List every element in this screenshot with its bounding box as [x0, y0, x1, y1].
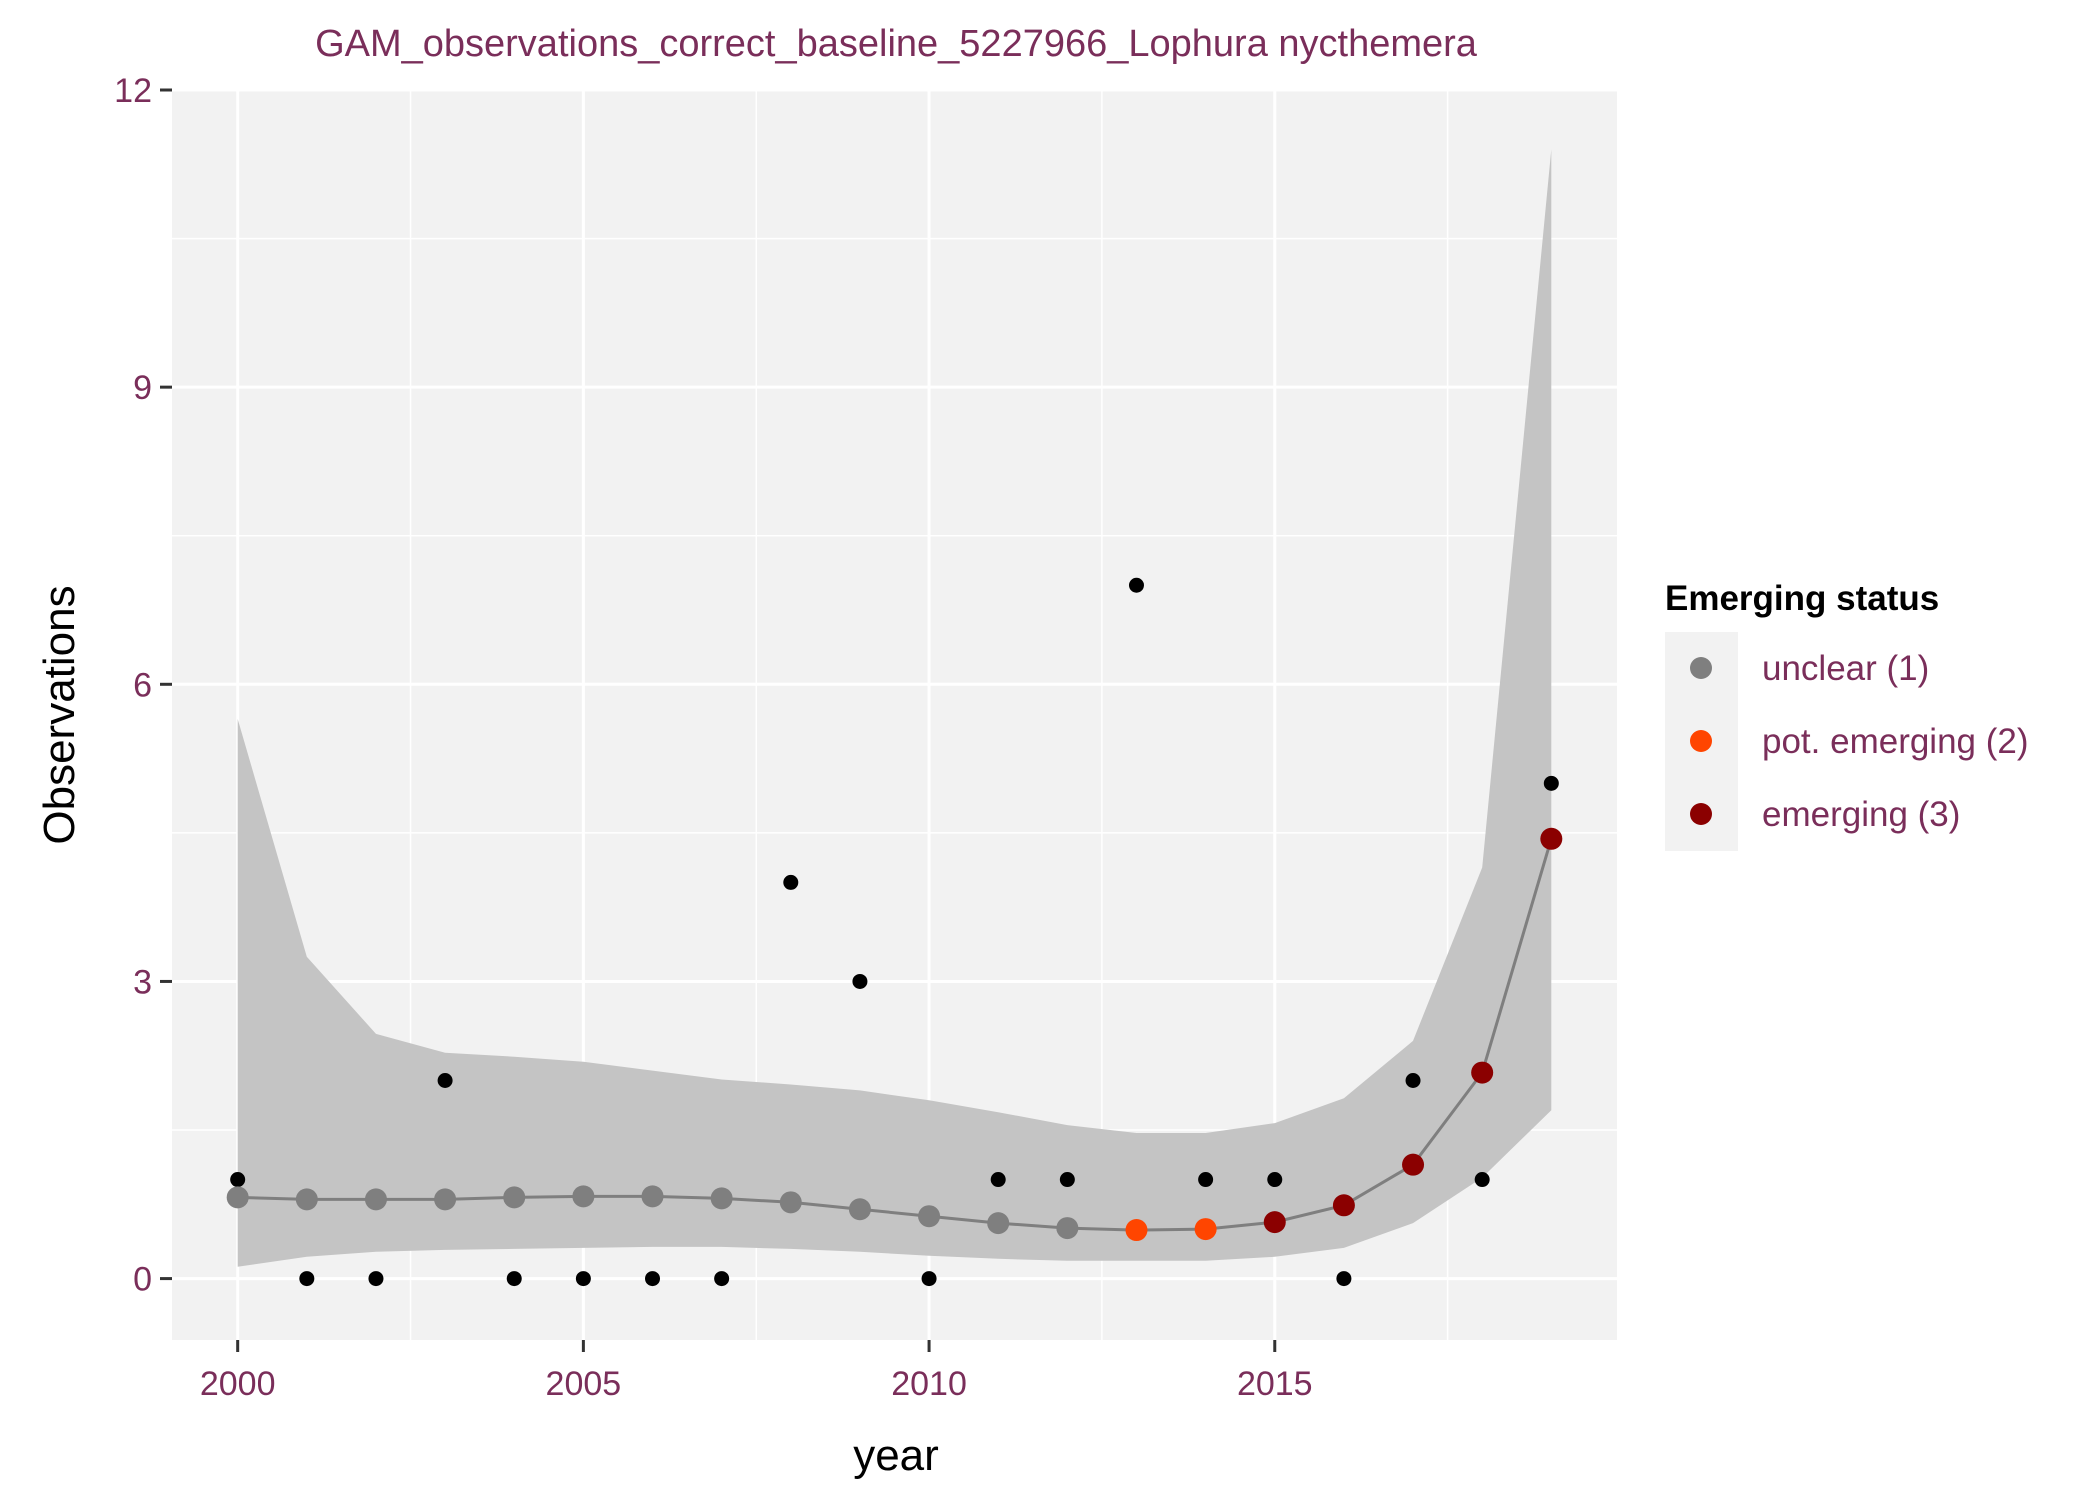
fitted-point [987, 1212, 1010, 1235]
observation-point [299, 1271, 315, 1287]
fitted-point [226, 1186, 249, 1209]
observation-point [575, 1271, 591, 1287]
observation-point [990, 1172, 1006, 1188]
fitted-point [572, 1185, 595, 1208]
fitted-points [226, 827, 1563, 1242]
observation-points [230, 577, 1559, 1287]
fitted-point [434, 1188, 457, 1211]
fitted-point [1332, 1194, 1355, 1217]
fitted-point [1402, 1153, 1425, 1176]
y-axis: 0 3 6 9 12 [114, 72, 172, 1299]
fitted-point [848, 1198, 871, 1221]
observation-point [645, 1271, 661, 1287]
x-tick-label: 2005 [546, 1365, 622, 1403]
legend-items: unclear (1) pot. emerging (2) emerging (3) [1690, 649, 2029, 834]
observation-point [1128, 577, 1144, 593]
fitted-point [710, 1187, 733, 1210]
x-tick-label: 2010 [891, 1365, 967, 1403]
chart-title: GAM_observations_correct_baseline_522796… [315, 23, 1478, 65]
observation-point [1059, 1172, 1075, 1188]
observation-point [1405, 1072, 1421, 1088]
y-tick-label: 12 [114, 72, 152, 110]
observation-point [714, 1271, 730, 1287]
x-axis-title: year [853, 1431, 939, 1480]
legend-label: pot. emerging (2) [1762, 722, 2029, 761]
fitted-point [295, 1188, 318, 1211]
observation-point [1474, 1172, 1490, 1188]
gam-fit-line [237, 838, 1553, 1232]
fitted-point [1056, 1217, 1079, 1240]
observation-point [368, 1271, 384, 1287]
x-tick-label: 2000 [200, 1365, 276, 1403]
observation-point [1336, 1271, 1352, 1287]
x-axis: 2000 2005 2010 2015 [200, 1340, 1313, 1403]
observation-point [1543, 775, 1559, 791]
y-tick-label: 6 [133, 666, 152, 704]
legend: Emerging status unclear (1) pot. emerging… [1665, 579, 2029, 851]
y-tick-label: 3 [133, 963, 152, 1001]
minor-grid [172, 90, 1617, 1340]
observation-point [1267, 1172, 1283, 1188]
observation-point [506, 1271, 522, 1287]
fitted-point [1471, 1061, 1494, 1084]
fitted-point [918, 1205, 941, 1228]
legend-label: unclear (1) [1762, 649, 1929, 688]
observation-point [783, 874, 799, 890]
fitted-point [641, 1185, 664, 1208]
x-tick-label: 2015 [1237, 1365, 1313, 1403]
observation-point [230, 1172, 246, 1188]
legend-label: emerging (3) [1762, 795, 1960, 834]
legend-key [1690, 803, 1712, 825]
legend-key [1690, 657, 1712, 679]
observation-point [852, 973, 868, 989]
legend-title: Emerging status [1665, 579, 1939, 618]
y-axis-title: Observations [35, 585, 84, 844]
fitted-point [1540, 827, 1563, 850]
fitted-point [1194, 1218, 1217, 1241]
y-tick-label: 9 [133, 369, 152, 407]
fitted-point [1125, 1219, 1148, 1242]
fitted-point [779, 1191, 802, 1214]
y-tick-label: 0 [133, 1261, 152, 1299]
fitted-point [1263, 1211, 1286, 1234]
observation-point [1198, 1172, 1214, 1188]
fitted-point [503, 1186, 526, 1209]
observation-point [921, 1271, 937, 1287]
observation-point [437, 1072, 453, 1088]
legend-key [1690, 730, 1712, 752]
fitted-point [364, 1188, 387, 1211]
